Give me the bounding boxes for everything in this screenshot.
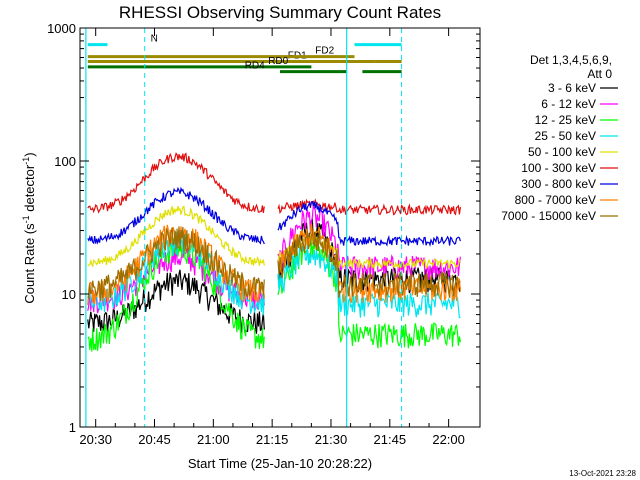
axis-ticks: 20:30 20:45 21:00 21:15 21:30 21:45 22:00 1 10 10… xyxy=(47,21,480,447)
flag-label-rd0: RD0 xyxy=(268,56,288,67)
footer-timestamp: 13-Oct-2021 23:28 xyxy=(569,469,636,478)
legend: Det 1,3,4,5,6,9,Att 03 - 6 keV 6 - 12 keV… xyxy=(501,53,618,223)
legend-label-4: 50 - 100 keV xyxy=(528,145,596,159)
x-tick-label-0: 20:30 xyxy=(79,432,112,447)
chart-title: RHESSI Observing Summary Count Rates xyxy=(119,3,441,22)
x-tick-label-4: 21:30 xyxy=(315,432,348,447)
series-line-5-seg-0 xyxy=(87,152,265,214)
flags-group: NFD1FD2RD0RD4 xyxy=(87,34,402,74)
series-line-8-seg-0 xyxy=(87,226,265,301)
legend-label-5: 100 - 300 keV xyxy=(521,161,596,175)
legend-label-2: 12 - 25 keV xyxy=(535,113,596,127)
series-line-6-seg-0 xyxy=(87,186,265,245)
legend-label-7: 800 - 7000 keV xyxy=(515,193,596,207)
flag-label-fd2: FD2 xyxy=(315,46,334,57)
series-line-1-seg-1 xyxy=(277,205,461,282)
legend-label-0: 3 - 6 keV xyxy=(548,81,596,95)
series-line-6-seg-1 xyxy=(277,200,461,247)
series-line-4-seg-0 xyxy=(87,205,265,268)
x-axis-label: Start Time (25-Jan-10 20:28:22) xyxy=(188,456,372,471)
legend-label-6: 300 - 800 keV xyxy=(521,177,596,191)
x-tick-label-3: 21:15 xyxy=(256,432,289,447)
vlines-group xyxy=(85,28,403,427)
flag-label-n: N xyxy=(151,34,158,45)
series-line-8-seg-1 xyxy=(277,230,461,298)
legend-header-1: Att 0 xyxy=(587,67,612,81)
y-label-main: Count Rate (s xyxy=(22,223,37,304)
x-tick-label-1: 20:45 xyxy=(138,432,171,447)
y-label-sup2: -1 xyxy=(21,157,31,165)
flag-label-rd4: RD4 xyxy=(245,61,265,72)
y-label-sup1: -1 xyxy=(21,215,31,223)
series-group xyxy=(87,152,461,352)
y-tick-label-0: 1 xyxy=(69,420,76,435)
legend-header-0: Det 1,3,4,5,6,9, xyxy=(530,53,612,67)
series-line-3-seg-0 xyxy=(87,230,265,316)
x-tick-label-6: 22:00 xyxy=(432,432,465,447)
x-tick-label-2: 21:00 xyxy=(197,432,230,447)
y-tick-label-3: 1000 xyxy=(47,21,76,36)
legend-label-3: 25 - 50 keV xyxy=(535,129,596,143)
legend-label-8: 7000 - 15000 keV xyxy=(501,209,596,223)
y-label-mid: detector xyxy=(22,164,37,215)
series-line-2-seg-0 xyxy=(87,237,265,352)
plot-frame xyxy=(79,27,481,428)
series-line-0-seg-0 xyxy=(87,269,265,334)
series-line-5-seg-1 xyxy=(277,198,461,216)
y-axis-label: Count Rate (s-1 detector-1) xyxy=(21,152,37,303)
y-label-end: ) xyxy=(22,152,37,156)
x-tick-label-5: 21:45 xyxy=(374,432,407,447)
series-line-3-seg-1 xyxy=(277,244,461,319)
y-tick-label-2: 100 xyxy=(54,154,76,169)
legend-label-1: 6 - 12 keV xyxy=(541,97,596,111)
y-tick-label-1: 10 xyxy=(62,287,76,302)
